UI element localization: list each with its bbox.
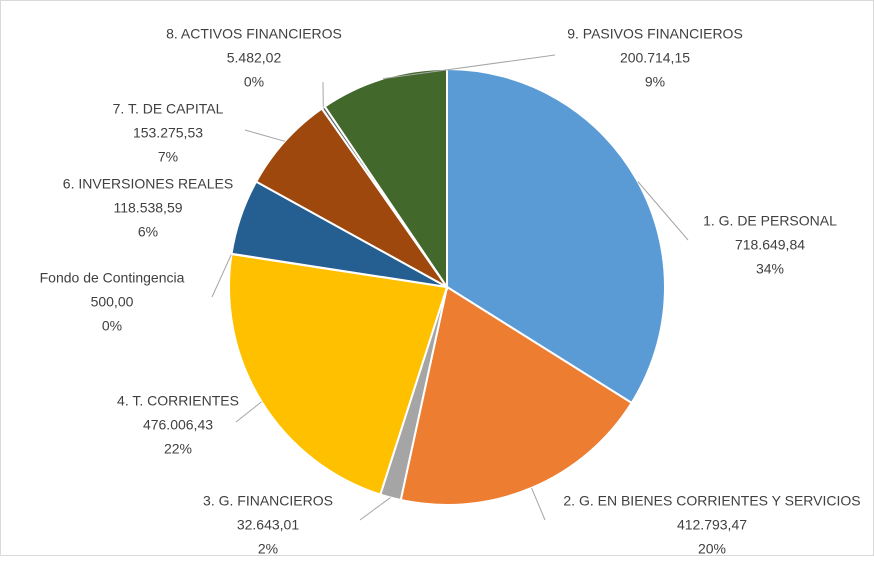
slice-value: 118.538,59 (113, 200, 182, 216)
slice-label: 3. G. FINANCIEROS (203, 493, 333, 509)
slice-label: 7. T. DE CAPITAL (113, 101, 224, 117)
slice-label: 8. ACTIVOS FINANCIEROS (166, 26, 342, 42)
slice-percent: 2% (258, 541, 278, 556)
slice-percent: 22% (164, 441, 192, 457)
slice-percent: 7% (158, 149, 178, 165)
slice-label: 4. T. CORRIENTES (117, 393, 239, 409)
slice-label: 6. INVERSIONES REALES (63, 176, 233, 192)
slice-value: 200.714,15 (620, 50, 690, 66)
slice-percent: 9% (645, 74, 665, 90)
slice-label: Fondo de Contingencia (40, 270, 185, 286)
slice-label: 9. PASIVOS FINANCIEROS (567, 26, 743, 42)
slice-percent: 0% (244, 74, 264, 90)
slice-value: 32.643,01 (237, 517, 299, 533)
slice-label: 2. G. EN BIENES CORRIENTES Y SERVICIOS (563, 493, 860, 509)
slice-value: 476.006,43 (143, 417, 213, 433)
slice-value: 5.482,02 (227, 50, 282, 66)
slice-value: 500,00 (91, 294, 134, 310)
slice-percent: 6% (138, 224, 158, 240)
slice-value: 153.275,53 (133, 125, 203, 141)
slice-value: 412.793,47 (677, 517, 747, 533)
slice-label: 1. G. DE PERSONAL (703, 213, 837, 229)
slice-value: 718.649,84 (735, 237, 805, 253)
slice-percent: 34% (756, 261, 784, 277)
slice-percent: 0% (102, 318, 122, 334)
slice-percent: 20% (698, 541, 726, 556)
